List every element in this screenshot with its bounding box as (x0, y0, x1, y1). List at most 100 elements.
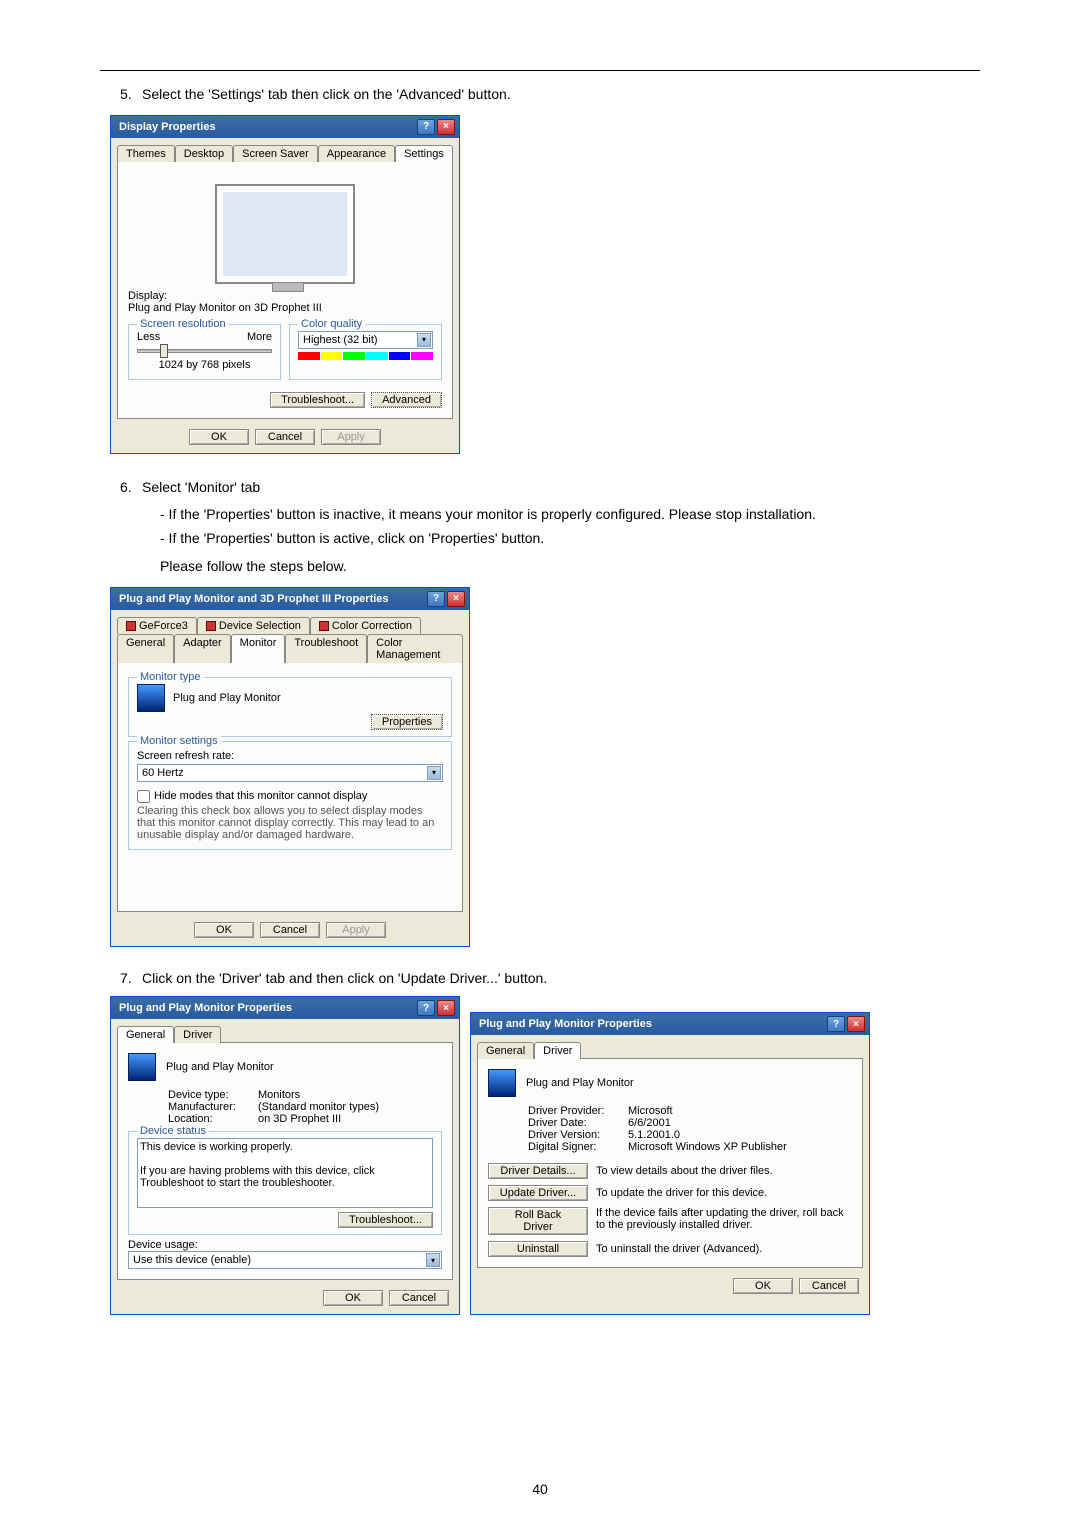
ok-button[interactable]: OK (189, 429, 249, 445)
step7-num: 7. (120, 969, 142, 989)
refresh-label: Screen refresh rate: (137, 750, 443, 762)
mf-val: (Standard monitor types) (258, 1101, 379, 1113)
chevron-down-icon: ▾ (417, 333, 431, 347)
dt-val: Monitors (258, 1089, 300, 1101)
tab-general[interactable]: General (117, 1026, 174, 1043)
step6-sub2: - If the 'Properties' button is active, … (160, 527, 980, 551)
update-driver-button[interactable]: Update Driver... (488, 1185, 588, 1201)
step6-num: 6. (120, 478, 142, 498)
tab-appearance[interactable]: Appearance (318, 145, 395, 162)
chevron-down-icon: ▾ (427, 766, 441, 780)
advanced-button[interactable]: Advanced (371, 392, 442, 408)
close-icon[interactable]: × (437, 1000, 455, 1016)
ds-lbl: Digital Signer: (528, 1141, 628, 1153)
ok-button[interactable]: OK (194, 922, 254, 938)
page-number: 40 (0, 1481, 1080, 1497)
montype-legend: Monitor type (137, 671, 204, 683)
troubleshoot-button[interactable]: Troubleshoot... (270, 392, 365, 408)
tab-settings[interactable]: Settings (395, 145, 453, 162)
tab-themes[interactable]: Themes (117, 145, 175, 162)
dv-val: 5.1.2001.0 (628, 1129, 680, 1141)
tab-device-selection[interactable]: Device Selection (197, 617, 310, 634)
rollback-driver-button[interactable]: Roll Back Driver (488, 1207, 588, 1235)
help-button-icon[interactable]: ? (427, 591, 445, 607)
nvidia-icon (126, 621, 136, 631)
tab-driver[interactable]: Driver (534, 1042, 581, 1059)
cancel-button[interactable]: Cancel (389, 1290, 449, 1306)
screenres-legend: Screen resolution (137, 318, 229, 330)
refresh-rate-dropdown[interactable]: 60 Hertz ▾ (137, 764, 443, 782)
nvidia-icon (206, 621, 216, 631)
dlg2-titlebar: Plug and Play Monitor and 3D Prophet III… (111, 588, 469, 610)
mf-lbl: Manufacturer: (168, 1101, 258, 1113)
nvidia-icon (319, 621, 329, 631)
troubleshoot-button[interactable]: Troubleshoot... (338, 1212, 433, 1228)
ds-val: Microsoft Windows XP Publisher (628, 1141, 787, 1153)
details-text: To view details about the driver files. (596, 1165, 773, 1177)
step6-text: Select 'Monitor' tab (142, 479, 260, 495)
close-icon[interactable]: × (847, 1016, 865, 1032)
cancel-button[interactable]: Cancel (260, 922, 320, 938)
close-icon[interactable]: × (447, 591, 465, 607)
colorq-value: Highest (32 bit) (303, 334, 378, 346)
close-icon[interactable]: × (437, 119, 455, 135)
tab-monitor[interactable]: Monitor (231, 634, 286, 663)
usage-value: Use this device (enable) (133, 1254, 251, 1266)
less-label: Less (137, 331, 160, 343)
tab-color-correction[interactable]: Color Correction (310, 617, 421, 634)
monitor-preview-icon (215, 184, 355, 284)
step7-text: Click on the 'Driver' tab and then click… (142, 970, 547, 986)
resolution-slider[interactable] (137, 349, 272, 353)
tab-driver[interactable]: Driver (174, 1026, 221, 1043)
tab-color-management[interactable]: Color Management (367, 634, 463, 663)
device-usage-dropdown[interactable]: Use this device (enable) ▾ (128, 1251, 442, 1269)
help-button-icon[interactable]: ? (827, 1016, 845, 1032)
dv-lbl: Driver Version: (528, 1129, 628, 1141)
properties-button[interactable]: Properties (371, 714, 443, 730)
cancel-button[interactable]: Cancel (255, 429, 315, 445)
dlg2-title: Plug and Play Monitor and 3D Prophet III… (119, 593, 425, 605)
monset-legend: Monitor settings (137, 735, 221, 747)
colorq-legend: Color quality (298, 318, 365, 330)
apply-button[interactable]: Apply (326, 922, 386, 938)
status-legend: Device status (137, 1125, 209, 1137)
dd-val: 6/6/2001 (628, 1117, 671, 1129)
tab-geforce3[interactable]: GeForce3 (117, 617, 197, 634)
apply-button[interactable]: Apply (321, 429, 381, 445)
monitor-icon (137, 684, 165, 712)
tab-adapter[interactable]: Adapter (174, 634, 231, 663)
step6-sub3: Please follow the steps below. (160, 555, 980, 579)
driver-details-button[interactable]: Driver Details... (488, 1163, 588, 1179)
step6-sub1: - If the 'Properties' button is inactive… (160, 503, 980, 527)
monitor-icon (128, 1053, 156, 1081)
tab-troubleshoot[interactable]: Troubleshoot (285, 634, 367, 663)
tab-general[interactable]: General (117, 634, 174, 663)
rollback-text: If the device fails after updating the d… (596, 1207, 852, 1231)
help-button-icon[interactable]: ? (417, 119, 435, 135)
tab-general[interactable]: General (477, 1042, 534, 1059)
dlg4-name: Plug and Play Monitor (526, 1077, 634, 1089)
dlg4-titlebar: Plug and Play Monitor Properties ? × (471, 1013, 869, 1035)
update-text: To update the driver for this device. (596, 1187, 767, 1199)
refresh-value: 60 Hertz (142, 767, 184, 779)
loc-val: on 3D Prophet III (258, 1113, 341, 1125)
hide-modes-checkbox[interactable] (137, 790, 150, 803)
cancel-button[interactable]: Cancel (799, 1278, 859, 1294)
ok-button[interactable]: OK (323, 1290, 383, 1306)
tab-desktop[interactable]: Desktop (175, 145, 233, 162)
dp-lbl: Driver Provider: (528, 1105, 628, 1117)
color-quality-dropdown[interactable]: Highest (32 bit) ▾ (298, 331, 433, 349)
chevron-down-icon: ▾ (426, 1253, 440, 1267)
ok-button[interactable]: OK (733, 1278, 793, 1294)
dlg3-title: Plug and Play Monitor Properties (119, 1002, 415, 1014)
uninstall-button[interactable]: Uninstall (488, 1241, 588, 1257)
dt-lbl: Device type: (168, 1089, 258, 1101)
tab-screensaver[interactable]: Screen Saver (233, 145, 318, 162)
loc-lbl: Location: (168, 1113, 258, 1125)
help-button-icon[interactable]: ? (417, 1000, 435, 1016)
dlg4-title: Plug and Play Monitor Properties (479, 1018, 825, 1030)
dd-lbl: Driver Date: (528, 1117, 628, 1129)
hide-modes-text: Clearing this check box allows you to se… (137, 805, 443, 841)
more-label: More (247, 331, 272, 343)
dp-val: Microsoft (628, 1105, 673, 1117)
